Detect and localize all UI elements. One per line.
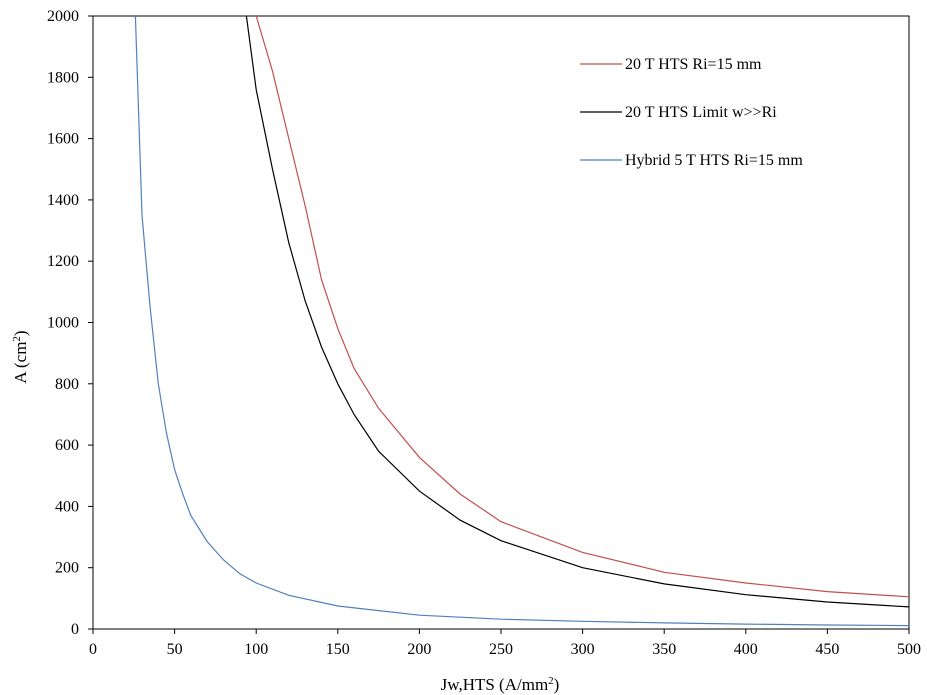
x-tick-label: 0 <box>89 641 97 658</box>
y-tick-label: 1800 <box>47 69 79 86</box>
x-axis-title: Jw,HTS (A/mm2) <box>441 675 560 694</box>
x-axis-label-suffix: ) <box>554 675 560 694</box>
x-tick-label: 400 <box>734 641 758 658</box>
y-axis-label-suffix: ) <box>11 330 30 336</box>
x-tick-label: 100 <box>244 641 268 658</box>
y-tick-label: 2000 <box>47 8 79 25</box>
x-tick-label: 450 <box>815 641 839 658</box>
y-tick-label: 1000 <box>47 315 79 332</box>
legend-label-1: 20 T HTS Ri=15 mm <box>625 56 762 73</box>
y-tick-label: 400 <box>55 498 79 515</box>
legend-label-2: 20 T HTS Limit w>>Ri <box>625 104 777 121</box>
y-tick-label: 0 <box>71 621 79 638</box>
series-line-3 <box>134 16 909 627</box>
series-layer <box>134 16 909 627</box>
y-tick-label: 1400 <box>47 192 79 209</box>
y-axis-title: A (cm2) <box>11 330 30 383</box>
x-tick-label: 200 <box>407 641 431 658</box>
y-tick-label: 600 <box>55 437 79 454</box>
series-line-1 <box>255 16 909 598</box>
plot-frame <box>92 15 910 630</box>
y-tick-label: 200 <box>55 560 79 577</box>
x-tick-label: 50 <box>167 641 183 658</box>
ticks-layer: 0 50 100 150 200 250 300 350 400 450 500 0 200 400 600… <box>47 8 921 658</box>
x-tick-label: 150 <box>326 641 350 658</box>
series-line-2 <box>245 16 909 608</box>
x-axis-label: Jw,HTS (A/mm <box>441 675 549 694</box>
legend: 20 T HTS Ri=15 mm 20 T HTS Limit w>>Ri Hyb… <box>580 56 803 169</box>
legend-label-3: Hybrid 5 T HTS Ri=15 mm <box>625 152 803 169</box>
x-tick-label: 500 <box>897 641 921 658</box>
x-axis-label-sup: 2 <box>548 675 554 687</box>
x-tick-label: 300 <box>571 641 595 658</box>
y-axis-label-sup: 2 <box>11 336 23 342</box>
svg-text:A (cm2): A (cm2) <box>11 330 30 383</box>
plot-area <box>92 15 910 630</box>
svg-text:Jw,HTS (A/mm2): Jw,HTS (A/mm2) <box>441 675 560 694</box>
y-tick-label: 800 <box>55 376 79 393</box>
x-tick-label: 250 <box>489 641 513 658</box>
y-tick-label: 1600 <box>47 131 79 148</box>
x-tick-label: 350 <box>652 641 676 658</box>
y-axis-label: A (cm <box>11 342 30 384</box>
y-tick-label: 1200 <box>47 253 79 270</box>
